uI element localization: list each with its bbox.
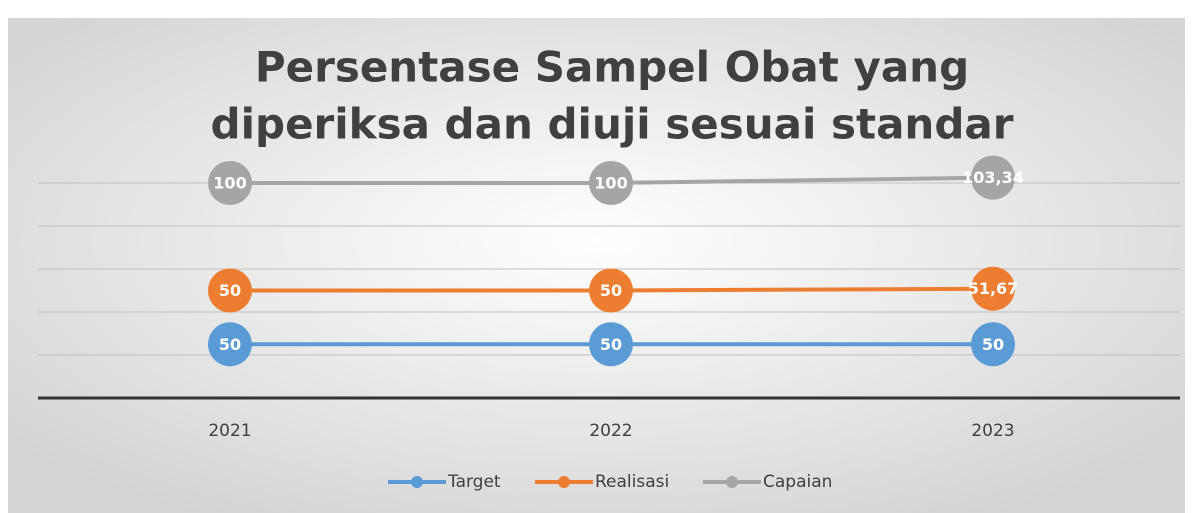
x-tick-label: 2022 — [589, 421, 632, 441]
data-label: 50 — [219, 335, 241, 354]
legend-label: Realisasi — [595, 472, 669, 492]
point-marker — [208, 322, 252, 367]
data-label: 103,34 — [962, 168, 1024, 187]
legend-swatch — [558, 476, 570, 488]
point-marker — [589, 161, 633, 205]
data-label: 51,67 — [968, 279, 1019, 298]
point-marker — [208, 161, 252, 205]
point-marker — [971, 266, 1015, 311]
point-marker — [589, 268, 633, 313]
point-marker — [589, 322, 633, 367]
data-label: 100 — [594, 174, 627, 193]
data-label: 50 — [219, 281, 241, 300]
data-label: 100 — [213, 174, 246, 193]
x-tick-label: 2021 — [208, 421, 251, 441]
chart-title: Persentase Sampel Obat yang — [255, 43, 969, 92]
point-marker — [971, 322, 1015, 367]
legend-swatch — [411, 476, 423, 488]
data-label: 50 — [600, 335, 622, 354]
chart-title: diperiksa dan diuji sesuai standar — [211, 100, 1014, 149]
data-label: 50 — [600, 281, 622, 300]
legend-label: Target — [447, 472, 501, 492]
chart-background — [8, 18, 1185, 513]
point-marker — [208, 268, 252, 313]
legend-label: Capaian — [763, 472, 832, 492]
point-marker — [971, 155, 1015, 200]
data-label: 50 — [982, 335, 1004, 354]
x-tick-label: 2023 — [971, 421, 1014, 441]
legend-swatch — [726, 476, 738, 488]
